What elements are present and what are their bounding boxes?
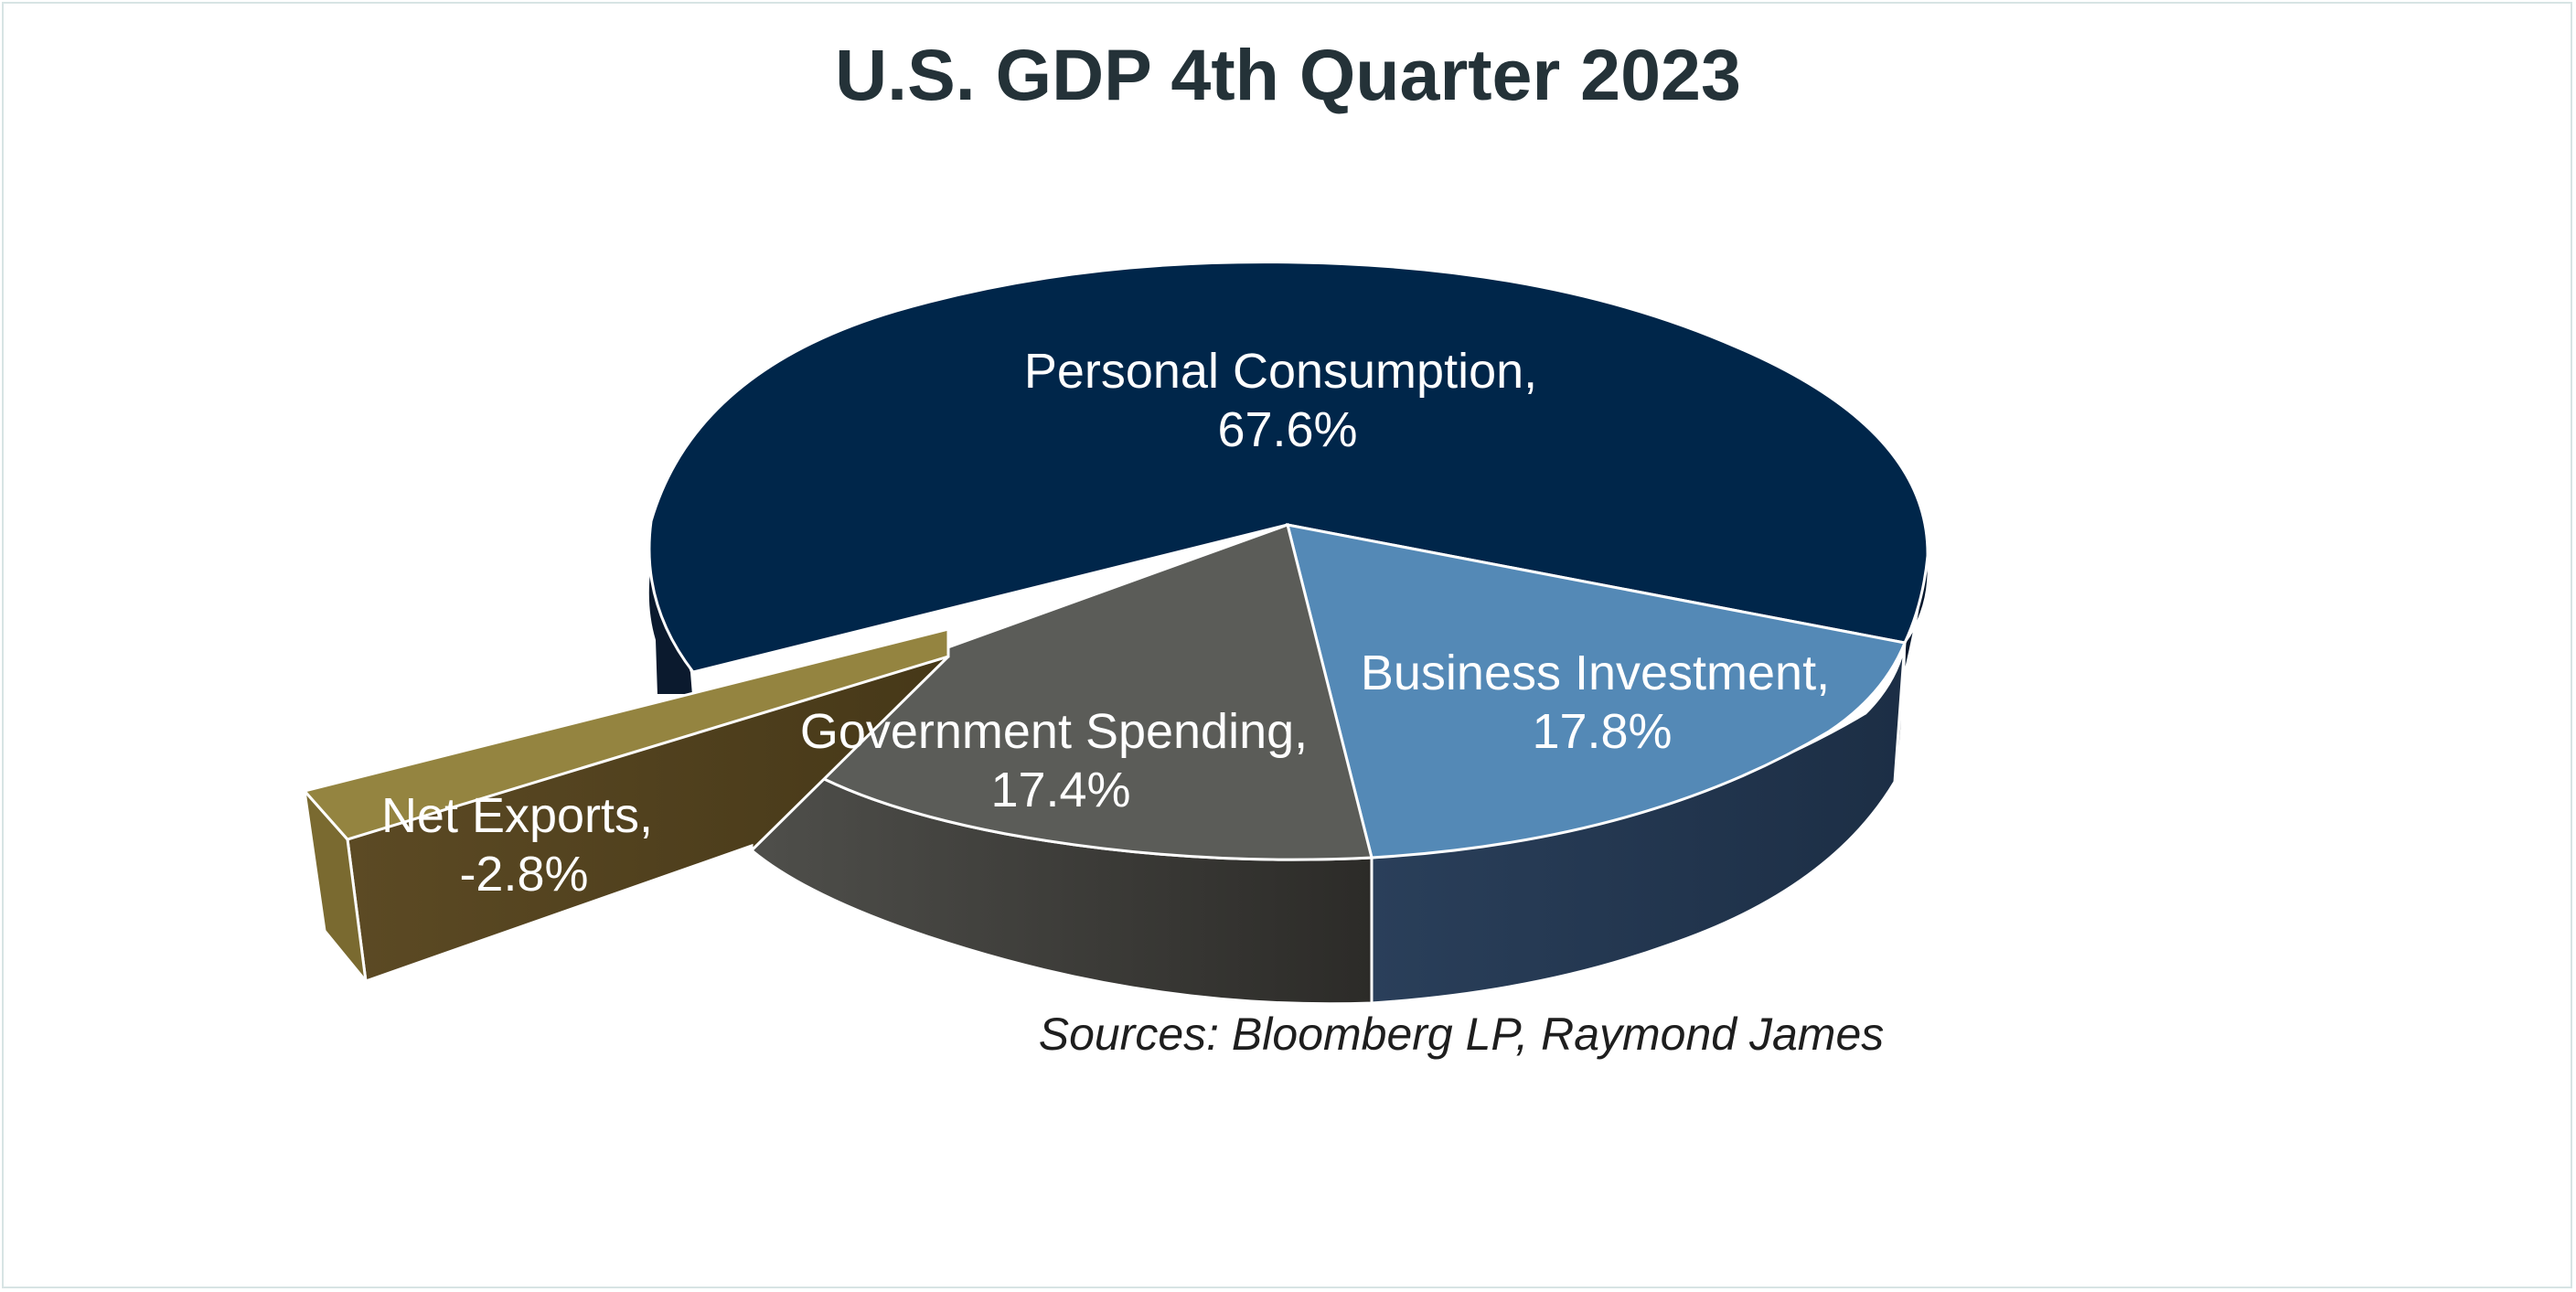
label-government-spending: Government Spending, 17.4% (800, 704, 1321, 817)
chart-title: U.S. GDP 4th Quarter 2023 (835, 34, 1741, 115)
label-personal-consumption: Personal Consumption, 67.6% (1024, 344, 1551, 457)
slice-personal-consumption (647, 261, 1929, 674)
label-net-exports: Net Exports, -2.8% (381, 788, 667, 902)
source-note: Sources: Bloomberg LP, Raymond James (1039, 1009, 1885, 1060)
slice-business-investment (1285, 523, 1908, 860)
slice-side-personal-consumption-right (1894, 548, 1929, 783)
slice-net-exports (302, 627, 950, 841)
label-business-investment: Business Investment, 17.8% (1361, 646, 1844, 759)
